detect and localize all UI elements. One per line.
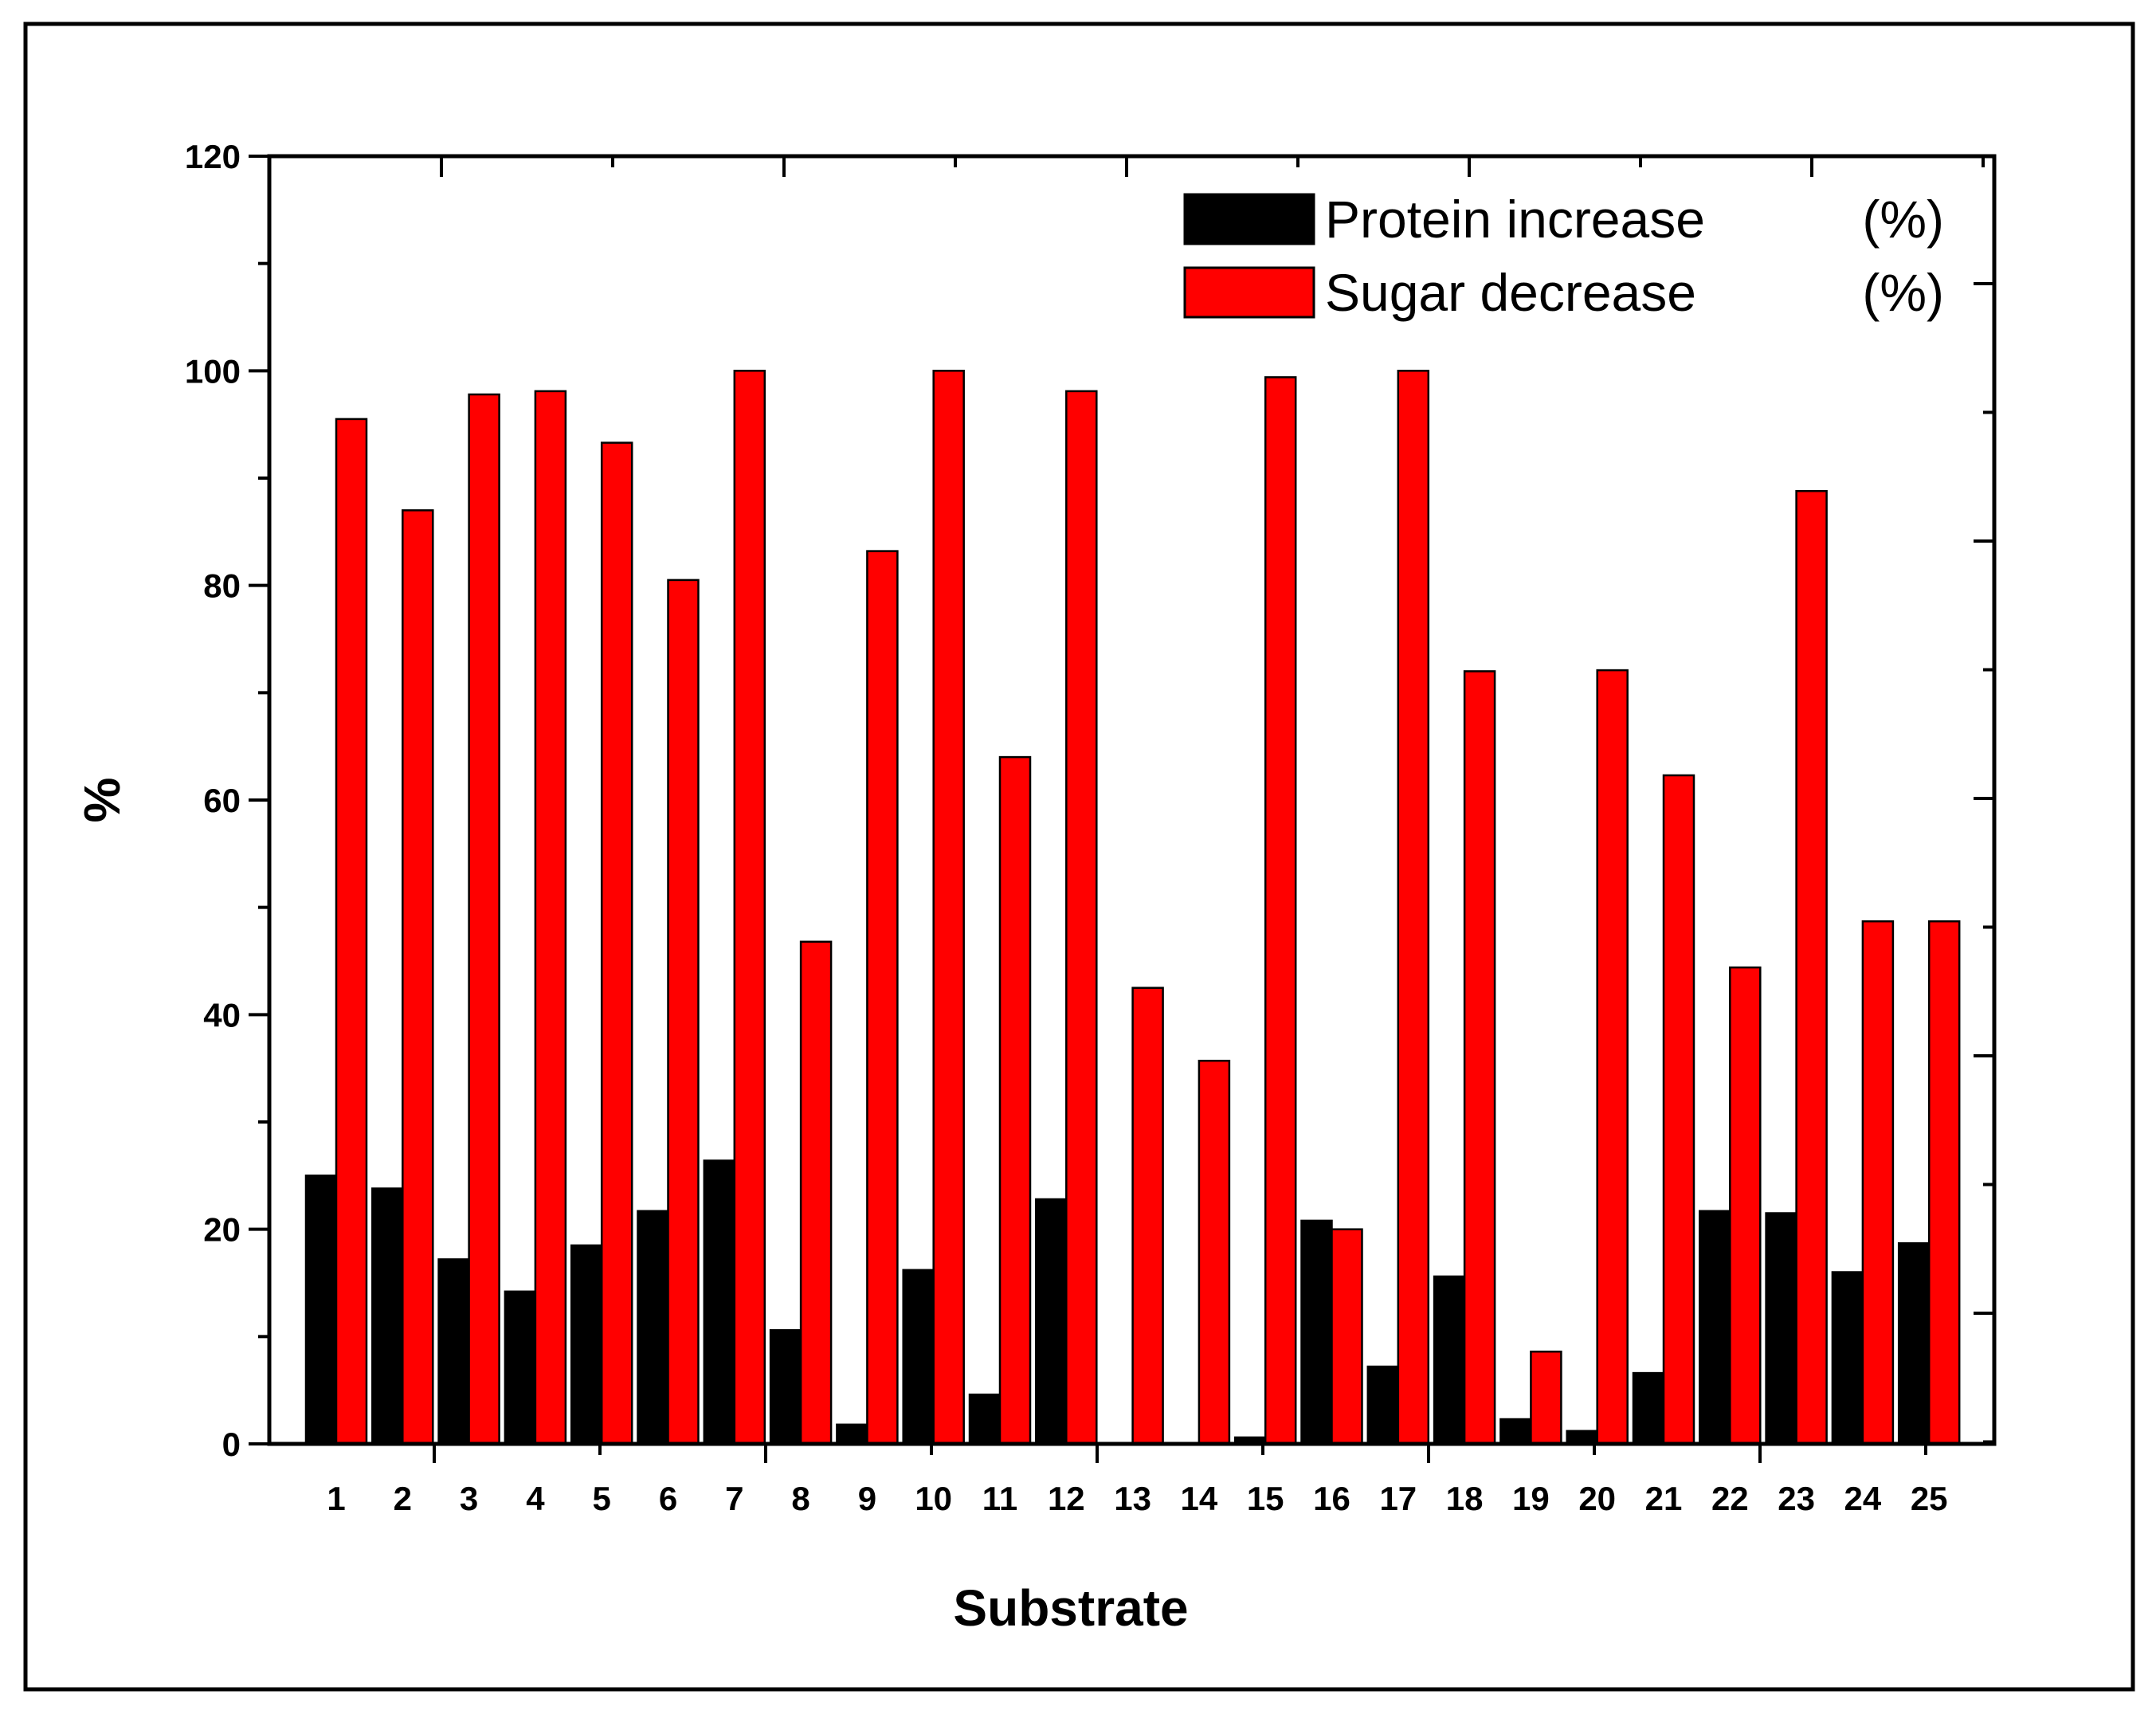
x-axis-title: Substrate bbox=[953, 1579, 1188, 1637]
x-tick-label-17: 17 bbox=[1379, 1480, 1417, 1517]
bar-sugar-16 bbox=[1331, 1228, 1363, 1445]
x-tick-label-3: 3 bbox=[460, 1480, 478, 1517]
bar-protein-3 bbox=[437, 1258, 470, 1445]
x-tick-label-10: 10 bbox=[915, 1480, 952, 1517]
legend-swatch-protein bbox=[1183, 193, 1315, 245]
bar-protein-17 bbox=[1366, 1365, 1400, 1445]
bar-sugar-4 bbox=[534, 390, 567, 1445]
bar-protein-22 bbox=[1699, 1210, 1731, 1445]
bar-sugar-11 bbox=[998, 755, 1032, 1445]
y-tick-label-80: 80 bbox=[203, 567, 241, 605]
x-tick-label-4: 4 bbox=[526, 1480, 545, 1517]
y-tick-label-60: 60 bbox=[203, 782, 241, 819]
bar-sugar-23 bbox=[1795, 489, 1828, 1445]
y-tick-label-0: 0 bbox=[222, 1426, 241, 1463]
bar-sugar-6 bbox=[667, 579, 700, 1445]
x-tick-label-20: 20 bbox=[1578, 1480, 1616, 1517]
bar-sugar-7 bbox=[733, 370, 766, 1445]
bar-protein-25 bbox=[1897, 1241, 1931, 1445]
bar-sugar-8 bbox=[799, 940, 833, 1445]
x-tick-label-24: 24 bbox=[1844, 1480, 1882, 1517]
bar-protein-16 bbox=[1300, 1219, 1333, 1445]
y-tick-label-20: 20 bbox=[203, 1211, 241, 1249]
bar-sugar-25 bbox=[1927, 920, 1961, 1445]
bar-protein-8 bbox=[769, 1329, 802, 1445]
legend-label-sugar: Sugar decrease bbox=[1325, 263, 1696, 322]
x-tick-label-9: 9 bbox=[858, 1480, 876, 1517]
bar-sugar-13 bbox=[1131, 986, 1164, 1445]
x-tick-label-21: 21 bbox=[1645, 1480, 1683, 1517]
bar-sugar-17 bbox=[1397, 370, 1430, 1445]
bar-protein-9 bbox=[836, 1423, 868, 1445]
bar-protein-5 bbox=[570, 1244, 603, 1445]
x-tick-label-22: 22 bbox=[1711, 1480, 1749, 1517]
bar-protein-23 bbox=[1765, 1212, 1797, 1445]
x-tick-label-15: 15 bbox=[1247, 1480, 1284, 1517]
bar-protein-11 bbox=[968, 1393, 1002, 1445]
y-axis-ticks: 0 20 40 60 80 100 120 bbox=[185, 138, 1994, 1463]
bar-sugar-12 bbox=[1065, 390, 1098, 1445]
bar-sugar-1 bbox=[335, 418, 368, 1445]
x-tick-label-16: 16 bbox=[1313, 1480, 1350, 1517]
bar-protein-6 bbox=[637, 1210, 669, 1445]
bar-protein-10 bbox=[902, 1269, 935, 1445]
bar-protein-7 bbox=[703, 1159, 736, 1445]
x-axis-ticks: 1 2 3 4 5 6 7 8 9 10 11 12 13 14 15 16 17 18 19 20 21 22 23 24 2… bbox=[327, 1444, 1948, 1517]
x-tick-label-12: 12 bbox=[1048, 1480, 1085, 1517]
y-tick-label-100: 100 bbox=[185, 352, 241, 390]
x-tick-label-5: 5 bbox=[593, 1480, 611, 1517]
bar-sugar-22 bbox=[1729, 966, 1762, 1445]
bar-sugar-3 bbox=[468, 393, 500, 1445]
bar-protein-4 bbox=[504, 1290, 537, 1445]
bar-sugar-18 bbox=[1463, 670, 1496, 1445]
series-protein-increase bbox=[304, 1159, 1931, 1445]
x-tick-label-23: 23 bbox=[1778, 1480, 1815, 1517]
x-tick-label-1: 1 bbox=[327, 1480, 345, 1517]
bar-sugar-15 bbox=[1264, 376, 1297, 1445]
x-tick-label-7: 7 bbox=[725, 1480, 743, 1517]
x-tick-label-25: 25 bbox=[1911, 1480, 1948, 1517]
x-tick-label-2: 2 bbox=[394, 1480, 412, 1517]
x-tick-label-8: 8 bbox=[791, 1480, 809, 1517]
legend-swatch-sugar bbox=[1183, 266, 1315, 319]
x-tick-label-14: 14 bbox=[1181, 1480, 1218, 1517]
bar-protein-2 bbox=[371, 1187, 404, 1445]
bar-sugar-9 bbox=[866, 550, 899, 1445]
bar-protein-19 bbox=[1499, 1418, 1532, 1445]
y-tick-label-40: 40 bbox=[203, 996, 241, 1034]
bar-protein-24 bbox=[1831, 1271, 1864, 1445]
legend: Protein increase (%) Sugar decrease (%) bbox=[1183, 190, 1944, 322]
bar-sugar-10 bbox=[932, 370, 965, 1445]
legend-unit-protein: (%) bbox=[1862, 190, 1944, 249]
bar-protein-18 bbox=[1433, 1275, 1466, 1445]
x-tick-label-18: 18 bbox=[1446, 1480, 1484, 1517]
x-tick-label-11: 11 bbox=[982, 1480, 1017, 1517]
bar-sugar-21 bbox=[1662, 774, 1695, 1445]
bar-sugar-24 bbox=[1861, 920, 1895, 1445]
bar-protein-12 bbox=[1035, 1198, 1068, 1445]
legend-label-protein: Protein increase bbox=[1325, 190, 1705, 249]
bar-sugar-2 bbox=[402, 509, 434, 1445]
bar-sugar-19 bbox=[1530, 1350, 1562, 1445]
legend-unit-sugar: (%) bbox=[1862, 263, 1944, 322]
bar-protein-1 bbox=[304, 1175, 338, 1445]
x-tick-label-13: 13 bbox=[1114, 1480, 1151, 1517]
bar-sugar-14 bbox=[1198, 1059, 1231, 1445]
x-tick-label-19: 19 bbox=[1512, 1480, 1550, 1517]
y-axis-title: % bbox=[73, 778, 131, 823]
bar-protein-21 bbox=[1632, 1371, 1665, 1445]
x-tick-label-6: 6 bbox=[659, 1480, 677, 1517]
bar-sugar-20 bbox=[1596, 669, 1629, 1445]
bar-sugar-5 bbox=[600, 441, 633, 1445]
y-tick-label-120: 120 bbox=[185, 138, 241, 175]
